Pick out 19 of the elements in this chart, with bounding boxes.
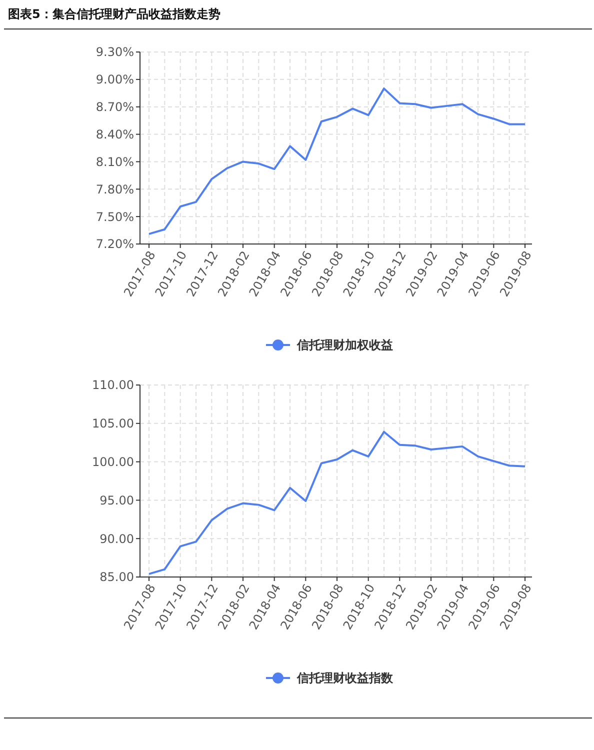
y-tick-label: 9.00% [96, 72, 134, 87]
legend-label: 信托理财加权收益 [296, 338, 393, 352]
y-tick-label: 95.00 [100, 493, 134, 508]
line-series [148, 88, 526, 235]
y-tick-label: 7.50% [96, 210, 134, 224]
y-tick-label: 105.00 [92, 416, 134, 431]
y-tick-label: 100.00 [92, 455, 134, 469]
legend-label: 信托理财收益指数 [296, 671, 394, 686]
y-tick-label: 85.00 [100, 570, 134, 584]
y-tick-label: 7.20% [96, 237, 134, 252]
line-series [148, 430, 526, 575]
y-tick-label: 8.70% [96, 100, 134, 114]
y-tick-label: 8.40% [96, 127, 134, 142]
y-tick-label: 110.00 [92, 378, 134, 392]
chart-title: 图表5：集合信托理财产品收益指数走势 [8, 7, 220, 21]
y-tick-label: 7.80% [96, 182, 134, 196]
y-tick-label: 90.00 [100, 532, 134, 546]
y-tick-label: 9.30% [96, 45, 134, 60]
y-tick-label: 8.10% [96, 154, 134, 169]
